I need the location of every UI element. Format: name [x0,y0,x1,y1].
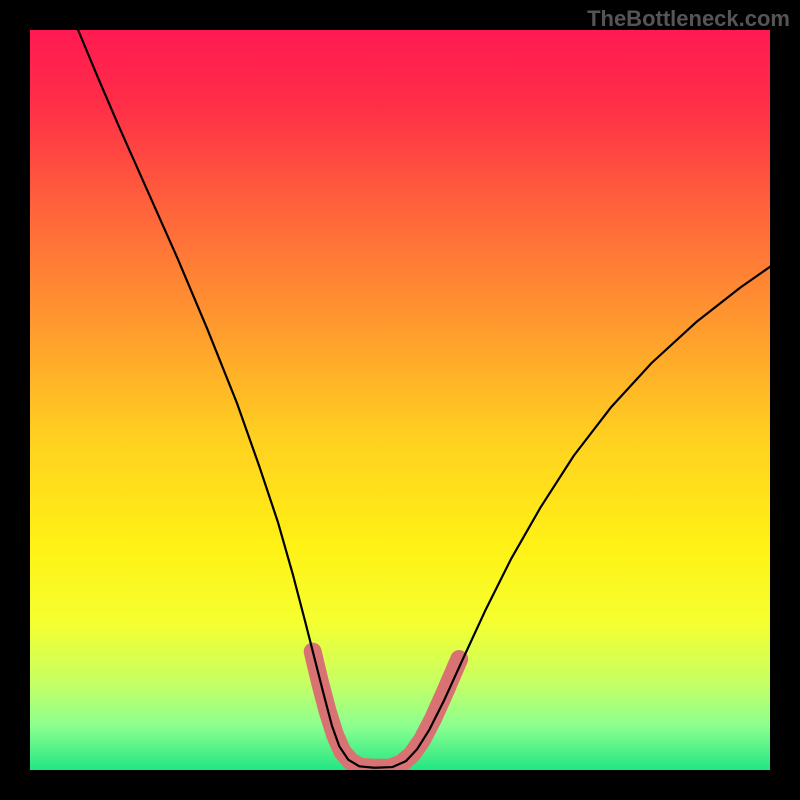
plot-area [30,30,770,770]
figure-container: TheBottleneck.com [0,0,800,800]
plot-svg [30,30,770,770]
watermark-text: TheBottleneck.com [587,6,790,32]
gradient-background [30,30,770,770]
